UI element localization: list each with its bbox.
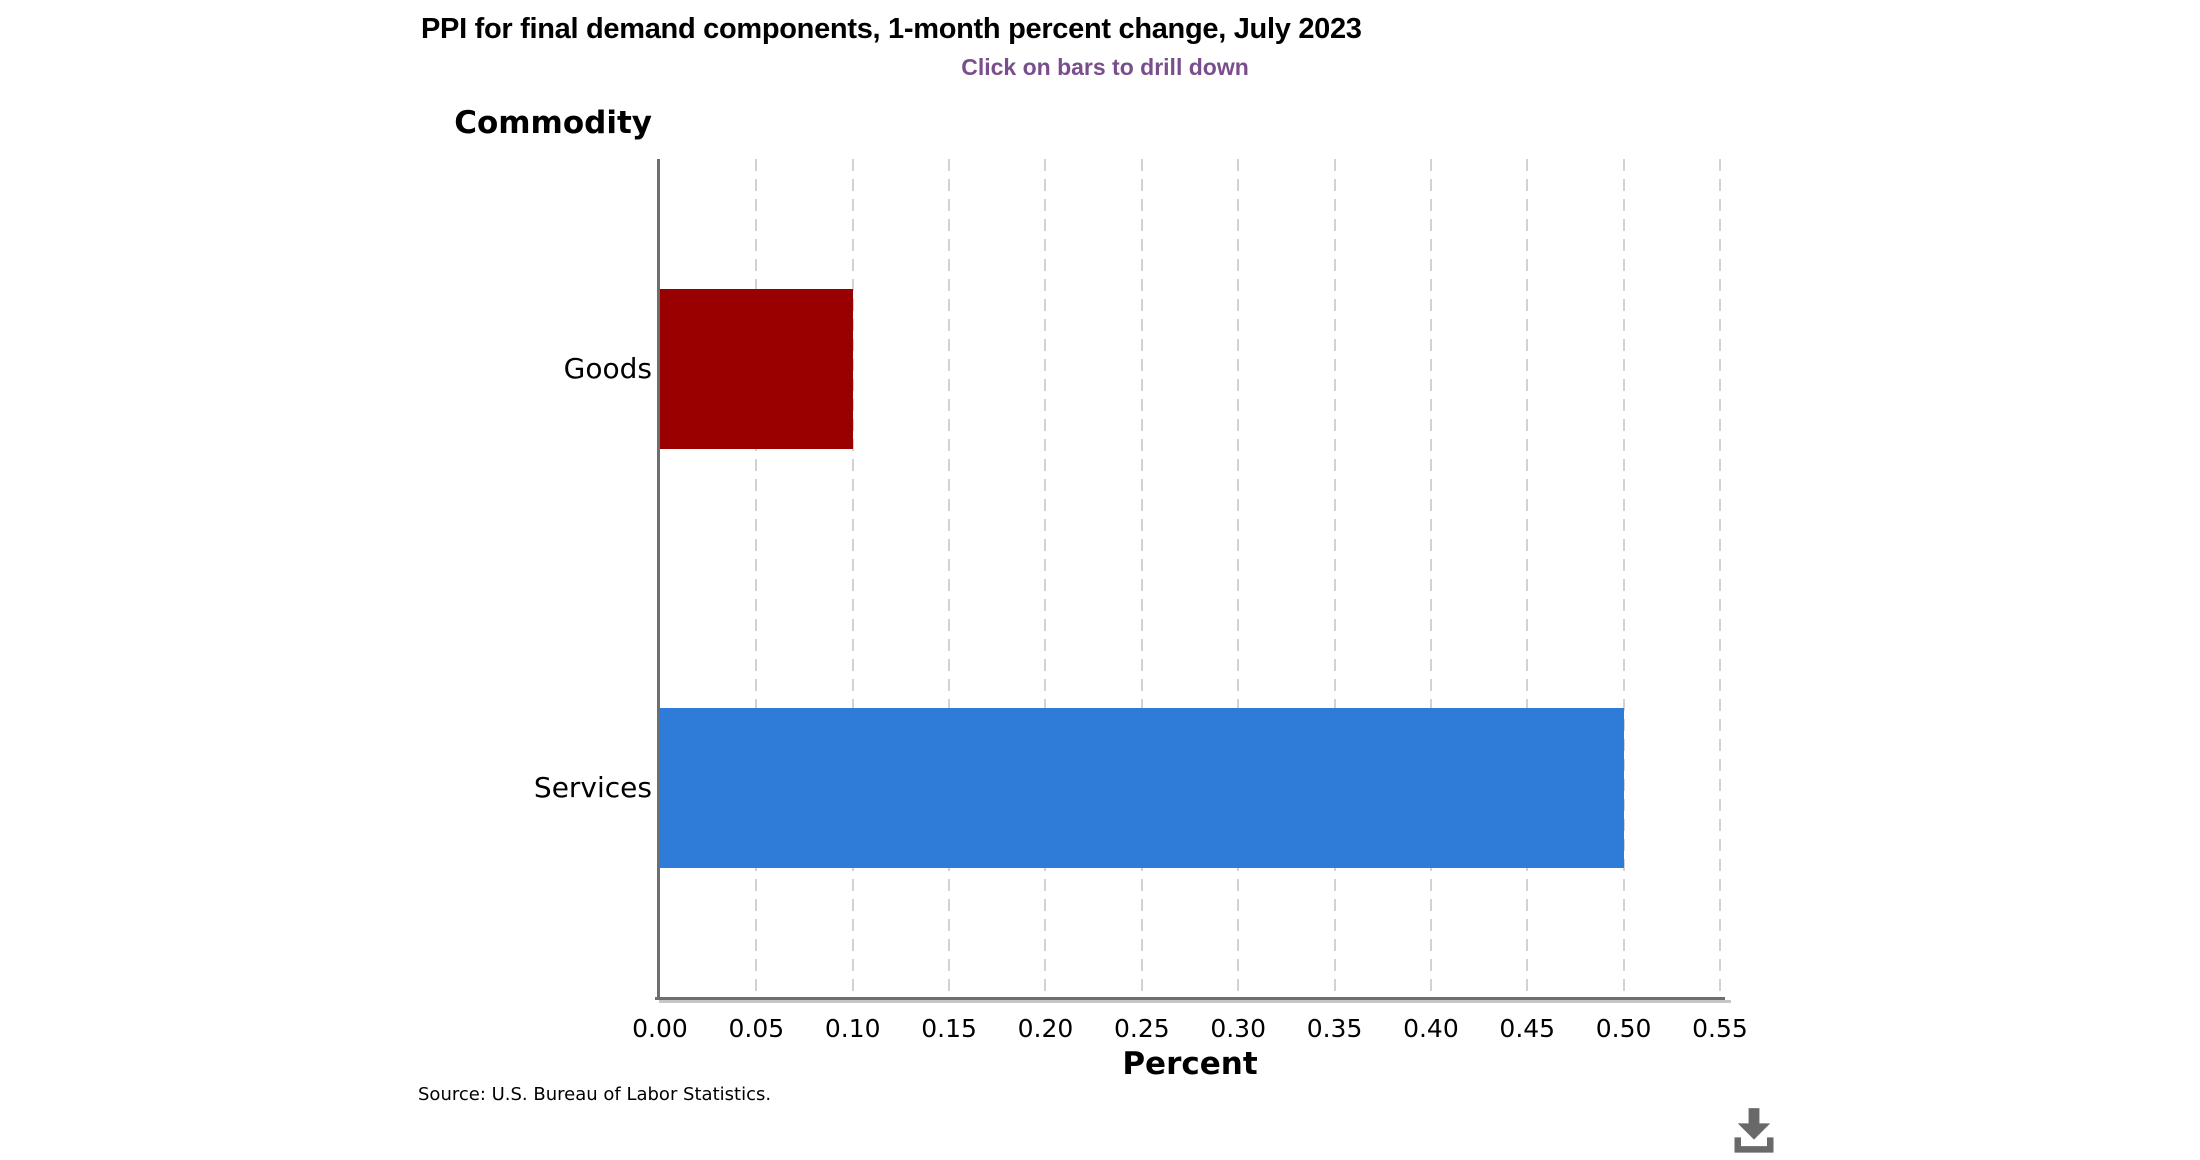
gridline bbox=[1622, 159, 1625, 997]
x-axis-title: Percent bbox=[1122, 1046, 1258, 1082]
gridline bbox=[948, 159, 951, 997]
x-tick-label: 0.05 bbox=[728, 1014, 785, 1043]
download-button[interactable] bbox=[1728, 1106, 1780, 1158]
gridline bbox=[851, 159, 854, 997]
gridline bbox=[1429, 159, 1432, 997]
chart-title: PPI for final demand components, 1-month… bbox=[421, 13, 1362, 45]
x-tick-label: 0.10 bbox=[824, 1014, 881, 1043]
gridline bbox=[755, 159, 758, 997]
bar-services[interactable] bbox=[660, 707, 1624, 868]
x-tick-label: 0.35 bbox=[1306, 1014, 1363, 1043]
x-axis-line-shadow bbox=[659, 1000, 1731, 1003]
gridline bbox=[1237, 159, 1240, 997]
gridline bbox=[1719, 159, 1721, 997]
category-label-services: Services bbox=[533, 770, 652, 804]
plot-area bbox=[655, 159, 1731, 1003]
category-label-goods: Goods bbox=[563, 351, 652, 385]
x-tick-label: 0.30 bbox=[1210, 1014, 1266, 1043]
category-labels: Goods Services bbox=[420, 159, 652, 997]
gridline bbox=[1526, 159, 1529, 997]
x-axis-line bbox=[655, 997, 1725, 1000]
gridline bbox=[1333, 159, 1336, 997]
x-tick-label: 0.40 bbox=[1403, 1014, 1459, 1043]
gridline bbox=[1140, 159, 1143, 997]
x-tick-label: 0.25 bbox=[1113, 1014, 1170, 1043]
x-tick-label: 0.45 bbox=[1499, 1014, 1556, 1043]
y-axis-title: Commodity bbox=[454, 105, 652, 141]
download-icon bbox=[1734, 1108, 1774, 1153]
x-tick-label: 0.50 bbox=[1595, 1014, 1652, 1043]
x-tick-label: 0.55 bbox=[1692, 1014, 1748, 1043]
bar-goods[interactable] bbox=[660, 288, 853, 449]
x-tick-label: 0.00 bbox=[632, 1014, 688, 1043]
y-axis-line bbox=[657, 159, 660, 1000]
source-note: Source: U.S. Bureau of Labor Statistics. bbox=[418, 1084, 772, 1105]
chart-subtitle: Click on bars to drill down bbox=[961, 54, 1249, 80]
x-tick-label: 0.15 bbox=[921, 1014, 977, 1043]
x-tick-label: 0.20 bbox=[1017, 1014, 1074, 1043]
gridline bbox=[1044, 159, 1047, 997]
